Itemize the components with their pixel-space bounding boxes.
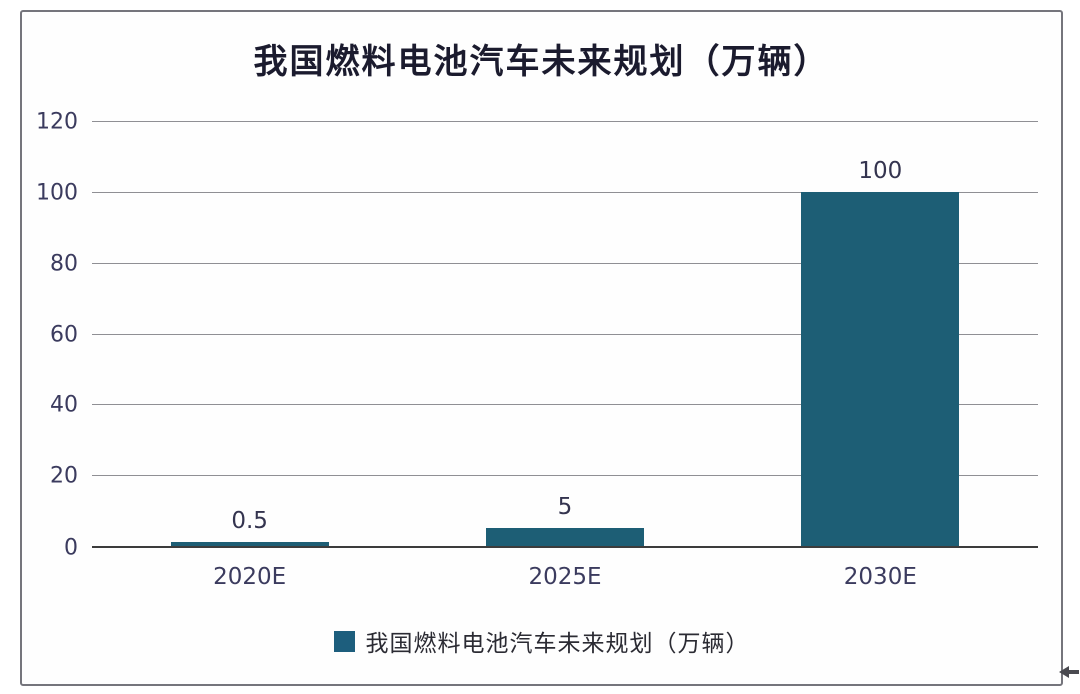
y-gridline-120: 120 — [36, 110, 1038, 135]
x-tick-label-2030E: 2030E — [843, 564, 917, 590]
y-tick-label-20: 20 — [50, 463, 78, 489]
x-tick-label-2025E: 2025E — [528, 564, 602, 590]
bar-2030E — [801, 191, 960, 546]
cursor-arrow-icon — [1059, 666, 1079, 678]
legend-swatch-icon — [333, 630, 355, 652]
bar-value-label-2030E: 100 — [858, 157, 903, 184]
legend-label: 我国燃料电池汽车未来规划（万辆） — [365, 631, 750, 657]
y-tick-label-100: 100 — [36, 180, 78, 206]
y-tick-label-120: 120 — [36, 109, 78, 135]
y-gridline-0: 0 — [64, 536, 1038, 561]
chart-frame: 我国燃料电池汽车未来规划（万辆） 0 20 40 60 80 100 120 0.5 2020E… — [20, 10, 1063, 686]
y-tick-label-60: 60 — [50, 322, 78, 347]
y-gridline-40: 40 — [50, 393, 1038, 418]
y-tick-label-80: 80 — [50, 251, 78, 277]
y-gridline-100: 100 — [36, 180, 1038, 205]
plot-area: 0 20 40 60 80 100 120 0.5 2020E 5 2025E 100 2030E — [36, 110, 1038, 590]
y-gridline-20: 20 — [50, 464, 1038, 489]
chart-title: 我国燃料电池汽车未来规划（万辆） — [253, 42, 830, 82]
legend: 我国燃料电池汽车未来规划（万辆） — [22, 624, 1061, 658]
y-gridline-80: 80 — [50, 251, 1038, 276]
y-gridline-60: 60 — [50, 322, 1038, 347]
y-tick-label-0: 0 — [64, 535, 78, 561]
bar-value-label-2020E: 0.5 — [231, 508, 268, 534]
bar-2020E — [170, 542, 329, 546]
x-tick-label-2020E: 2020E — [213, 564, 287, 590]
bar-2025E — [486, 528, 644, 546]
y-tick-label-40: 40 — [50, 392, 78, 418]
bar-value-label-2025E: 5 — [557, 494, 573, 521]
